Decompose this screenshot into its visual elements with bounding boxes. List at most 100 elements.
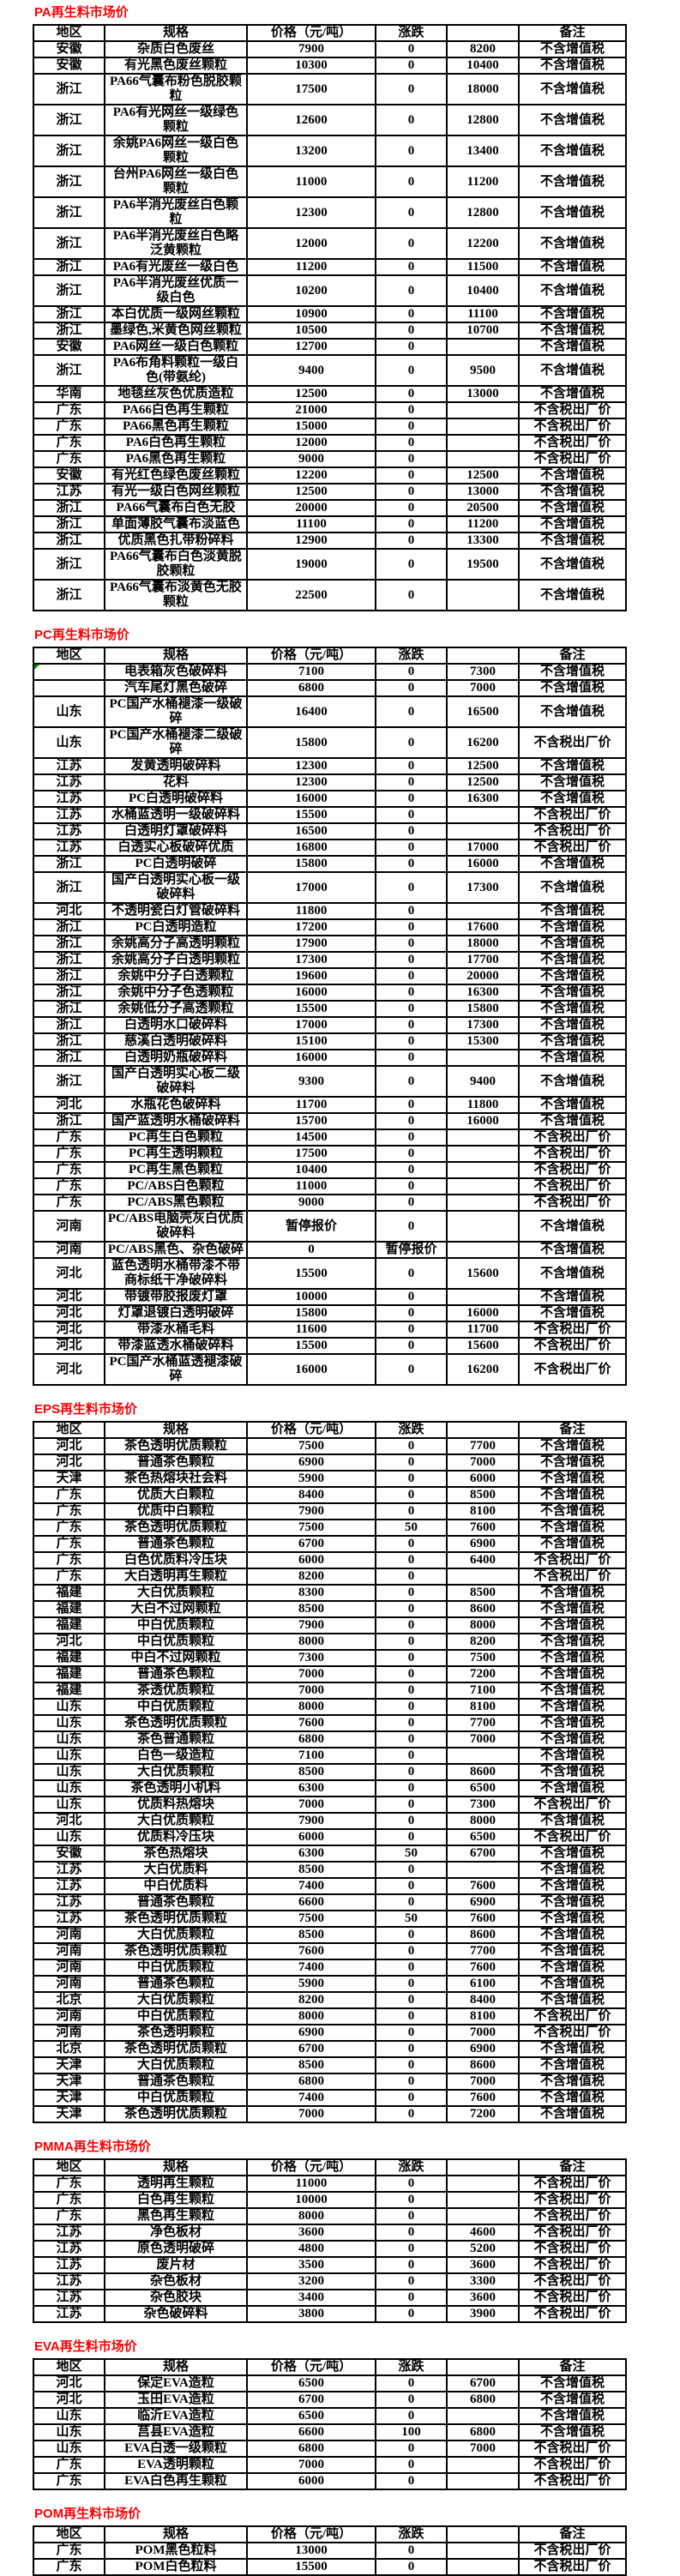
spec-cell: PA6有光废丝一级白色 [104, 258, 248, 276]
price2-cell [446, 902, 520, 920]
table-row: 福建 茶透优质颗粒 7000 0 7100 不含增值税 [33, 1682, 627, 1700]
note-cell: 不含税出厂价 [518, 1828, 627, 1846]
table-row: 福建 大白不过网颗粒 8500 0 8600 不含增值税 [33, 1600, 627, 1618]
change-cell: 0 [375, 2440, 448, 2458]
table-row: 汽车尾灯黑色破碎 6800 0 7000 不含增值税 [33, 679, 627, 697]
table-row: 江苏 茶色透明优质颗粒 7500 50 7600 不含增值税 [33, 1910, 627, 1928]
price2-cell: 7700 [446, 1437, 520, 1455]
table-row: 河南 普通茶色颗粒 5900 0 6100 不含增值税 [33, 1975, 627, 1993]
note-cell: 不含增值税 [518, 515, 627, 533]
table-row: 浙江 余姚中分子白透颗粒 19600 0 20000 不含增值税 [33, 967, 627, 985]
change-cell: 0 [375, 951, 448, 969]
change-cell: 0 [375, 2089, 448, 2107]
spec-cell: 普通茶色颗粒 [104, 2073, 248, 2091]
table-row: 华南 地毯丝灰色优质造粒 12500 0 13000 不含增值税 [33, 385, 627, 403]
change-cell: 0 [375, 1161, 448, 1179]
change-cell: 0 [375, 2289, 448, 2307]
price-cell: 17000 [246, 871, 376, 904]
price-cell: 10000 [246, 2191, 376, 2209]
change-cell: 0 [375, 40, 448, 58]
spec-cell: PC再生透明颗粒 [104, 1145, 248, 1163]
region-cell: 浙江 [33, 227, 105, 260]
column-header-规格: 规格 [104, 2525, 248, 2543]
price2-cell [446, 450, 520, 468]
note-cell: 不含增值税 [518, 305, 627, 323]
section-title-eva: EVA再生料市场价 [34, 2339, 137, 2354]
change-cell: 0 [375, 338, 448, 356]
spec-cell: 白透实心板破碎优质 [104, 839, 248, 857]
price-cell: 12000 [246, 434, 376, 452]
price-cell: 16800 [246, 839, 376, 857]
change-cell: 0 [375, 2191, 448, 2209]
table-row: 山东 优质料热熔块 7000 0 7300 不含税出厂价 [33, 1796, 627, 1814]
note-cell: 不含增值税 [518, 871, 627, 904]
change-cell: 0 [375, 1600, 448, 1618]
spec-cell: 透明再生颗粒 [104, 2175, 248, 2193]
spec-cell: 茶色透明颗粒 [104, 2024, 248, 2042]
table-row: 江苏 有光一级白色网丝颗粒 12500 0 13000 不含增值税 [33, 483, 627, 501]
price-cell: 12300 [246, 196, 376, 229]
spec-cell: 莒县EVA造粒 [104, 2423, 248, 2441]
spec-cell: 花料 [104, 773, 248, 791]
price-cell: 7900 [246, 1502, 376, 1520]
spec-cell: 白色一级造粒 [104, 1747, 248, 1765]
change-cell: 0 [375, 1698, 448, 1716]
table-row: 浙江 余姚中分子色透颗粒 16000 0 16300 不含增值税 [33, 984, 627, 1002]
price-cell: 9000 [246, 1194, 376, 1212]
price-cell: 7100 [246, 663, 376, 681]
spec-cell: PA66气囊布白色无胶 [104, 499, 248, 517]
change-cell: 0 [375, 1535, 448, 1553]
change-cell: 0 [375, 1828, 448, 1846]
change-cell: 0 [375, 1112, 448, 1130]
note-cell: 不含增值税 [518, 258, 627, 276]
region-cell: 福建 [33, 1682, 105, 1700]
price-cell: 4800 [246, 2240, 376, 2258]
note-cell: 不含税出厂价 [518, 2240, 627, 2258]
change-cell: 0 [375, 1210, 448, 1243]
price-cell: 15100 [246, 1032, 376, 1050]
price2-cell: 8100 [446, 2007, 520, 2025]
price2-cell [446, 2207, 520, 2225]
price-cell: 8500 [246, 1926, 376, 1944]
change-cell: 0 [375, 2175, 448, 2193]
price2-cell: 12800 [446, 196, 520, 229]
change-cell: 0 [375, 354, 448, 387]
note-cell: 不含税出厂价 [518, 806, 627, 824]
region-cell: 江苏 [33, 2305, 105, 2323]
region-cell: 河南 [33, 1210, 105, 1243]
price2-cell: 12500 [446, 757, 520, 775]
price-cell: 5900 [246, 1470, 376, 1488]
price2-cell [446, 2542, 520, 2560]
table-row: 河北 水瓶花色破碎料 11700 0 11800 不含增值税 [33, 1096, 627, 1114]
table-row: 安徽 茶色热熔块 6300 50 6700 不含增值税 [33, 1845, 627, 1863]
spec-cell: 茶色透明小机料 [104, 1779, 248, 1797]
spec-cell: 大白优质颗粒 [104, 1763, 248, 1781]
region-cell: 浙江 [33, 196, 105, 229]
change-cell: 0 [375, 1893, 448, 1911]
price2-cell: 17600 [446, 918, 520, 936]
price-cell: 7400 [246, 1959, 376, 1977]
price-cell: 6500 [246, 2407, 376, 2425]
table-row: 河北 带镀带胶报废灯罩 10000 0 不含增值税 [33, 1288, 627, 1306]
note-cell: 不含增值税 [518, 166, 627, 198]
price2-cell [446, 806, 520, 824]
change-cell: 0 [375, 1049, 448, 1067]
price2-cell [446, 579, 520, 611]
price2-cell [446, 1129, 520, 1147]
change-cell: 0 [375, 135, 448, 167]
price2-cell: 7300 [446, 663, 520, 681]
note-cell: 不含增值税 [518, 322, 627, 340]
region-cell: 山东 [33, 1747, 105, 1765]
change-cell: 0 [375, 1812, 448, 1830]
region-cell: 浙江 [33, 871, 105, 904]
price2-cell: 6900 [446, 1893, 520, 1911]
change-cell: 0 [375, 822, 448, 840]
region-cell: 河北 [33, 1437, 105, 1455]
price-cell: 11800 [246, 902, 376, 920]
note-cell: 不含增值税 [518, 1959, 627, 1977]
note-cell: 不含税出厂价 [518, 2256, 627, 2274]
change-cell: 0 [375, 1616, 448, 1634]
note-cell: 不含增值税 [518, 466, 627, 485]
price2-cell: 6700 [446, 2374, 520, 2392]
price2-cell: 7700 [446, 1942, 520, 1960]
